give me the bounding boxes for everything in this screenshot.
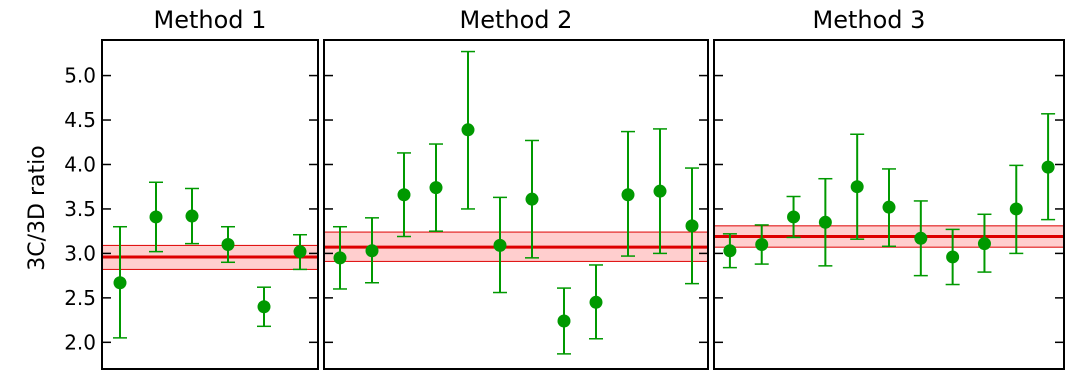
point-marker (621, 188, 635, 202)
point-marker (685, 219, 699, 233)
data-point (754, 224, 769, 265)
point-marker (333, 251, 347, 265)
point-marker (429, 181, 443, 195)
data-point (429, 143, 443, 232)
data-point (257, 286, 271, 328)
panel-frame (323, 39, 709, 370)
data-point (818, 177, 833, 267)
point-marker (257, 300, 271, 314)
y-tick-label: 4.0 (64, 152, 96, 176)
data-point (365, 217, 379, 284)
data-point (185, 187, 199, 245)
data-point (557, 287, 571, 355)
panel-title: Method 3 (813, 6, 926, 34)
data-point (221, 225, 235, 264)
point-marker (525, 192, 539, 206)
panel-title: Method 2 (460, 6, 573, 34)
point-marker (589, 295, 603, 309)
y-tick-label: 3.5 (64, 197, 96, 221)
y-tick-label: 4.5 (64, 108, 96, 132)
panel-title: Method 1 (154, 6, 267, 34)
y-axis: 5.0 4.5 4.0 3.5 3.0 2.5 2.0 (64, 64, 96, 355)
panel-1: Method 1 (101, 6, 319, 370)
panel-frame (713, 39, 1065, 370)
point-marker (149, 210, 163, 224)
point-marker (653, 184, 667, 198)
y-tick-label: 3.0 (64, 241, 96, 265)
point-marker (977, 237, 991, 251)
point-marker (113, 276, 127, 290)
data-point (850, 133, 865, 240)
panels: Method 1 Method 2 Method 3 (101, 6, 1065, 370)
point-marker (914, 231, 928, 245)
point-marker (787, 210, 801, 224)
data-point (589, 264, 603, 340)
y-tick-label: 2.0 (64, 330, 96, 354)
point-marker (221, 238, 235, 252)
point-marker (461, 123, 475, 137)
point-marker (293, 245, 307, 259)
data-point (722, 233, 737, 269)
y-tick-label: 5.0 (64, 64, 96, 88)
panel-2: Method 2 (323, 6, 709, 370)
point-marker (557, 314, 571, 328)
panel-frame (101, 39, 319, 370)
y-axis-label: 3C/3D ratio (25, 145, 50, 270)
data-point (1009, 164, 1024, 255)
point-marker (850, 180, 864, 194)
point-marker (493, 238, 507, 252)
data-point (293, 233, 307, 271)
data-point (913, 200, 928, 277)
y-tick-label: 2.5 (64, 286, 96, 310)
panel-3: Method 3 (713, 6, 1065, 370)
data-point (461, 50, 475, 210)
data-point (525, 139, 539, 259)
data-point (1041, 113, 1056, 221)
data-point (977, 213, 992, 273)
point-marker (723, 244, 737, 258)
point-marker (397, 188, 411, 202)
data-point (882, 168, 896, 248)
point-marker (1009, 202, 1023, 216)
point-marker (365, 244, 379, 258)
data-point (493, 196, 507, 294)
point-marker (946, 250, 960, 264)
data-point (113, 225, 127, 339)
point-marker (755, 238, 769, 252)
data-point (149, 181, 163, 253)
point-marker (882, 200, 896, 214)
point-marker (1041, 160, 1055, 174)
point-marker (818, 215, 832, 229)
data-point (621, 130, 635, 257)
data-point (786, 195, 801, 239)
point-marker (185, 209, 199, 223)
data-point (945, 228, 960, 286)
data-point (685, 167, 699, 285)
data-point (653, 128, 667, 255)
data-point (397, 152, 411, 238)
data-point (333, 225, 347, 290)
